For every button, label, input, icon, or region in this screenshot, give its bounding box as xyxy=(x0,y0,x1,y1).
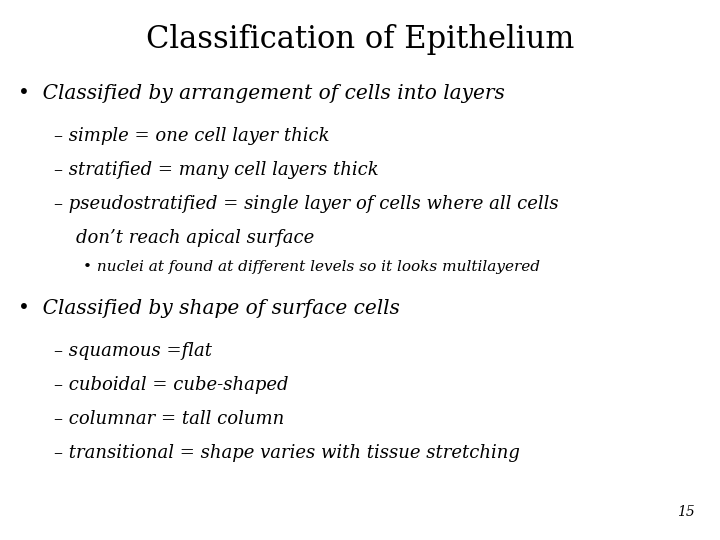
Text: – squamous =flat: – squamous =flat xyxy=(54,342,212,360)
Text: 15: 15 xyxy=(677,505,695,519)
Text: •  Classified by arrangement of cells into layers: • Classified by arrangement of cells int… xyxy=(18,84,505,103)
Text: – columnar = tall column: – columnar = tall column xyxy=(54,410,284,428)
Text: – simple = one cell layer thick: – simple = one cell layer thick xyxy=(54,127,330,145)
Text: Classification of Epithelium: Classification of Epithelium xyxy=(146,24,574,55)
Text: – cuboidal = cube-shaped: – cuboidal = cube-shaped xyxy=(54,376,289,394)
Text: don’t reach apical surface: don’t reach apical surface xyxy=(76,229,314,247)
Text: – stratified = many cell layers thick: – stratified = many cell layers thick xyxy=(54,161,379,179)
Text: – pseudostratified = single layer of cells where all cells: – pseudostratified = single layer of cel… xyxy=(54,195,559,213)
Text: •  Classified by shape of surface cells: • Classified by shape of surface cells xyxy=(18,299,400,318)
Text: – transitional = shape varies with tissue stretching: – transitional = shape varies with tissu… xyxy=(54,444,520,462)
Text: • nuclei at found at different levels so it looks multilayered: • nuclei at found at different levels so… xyxy=(83,260,540,274)
